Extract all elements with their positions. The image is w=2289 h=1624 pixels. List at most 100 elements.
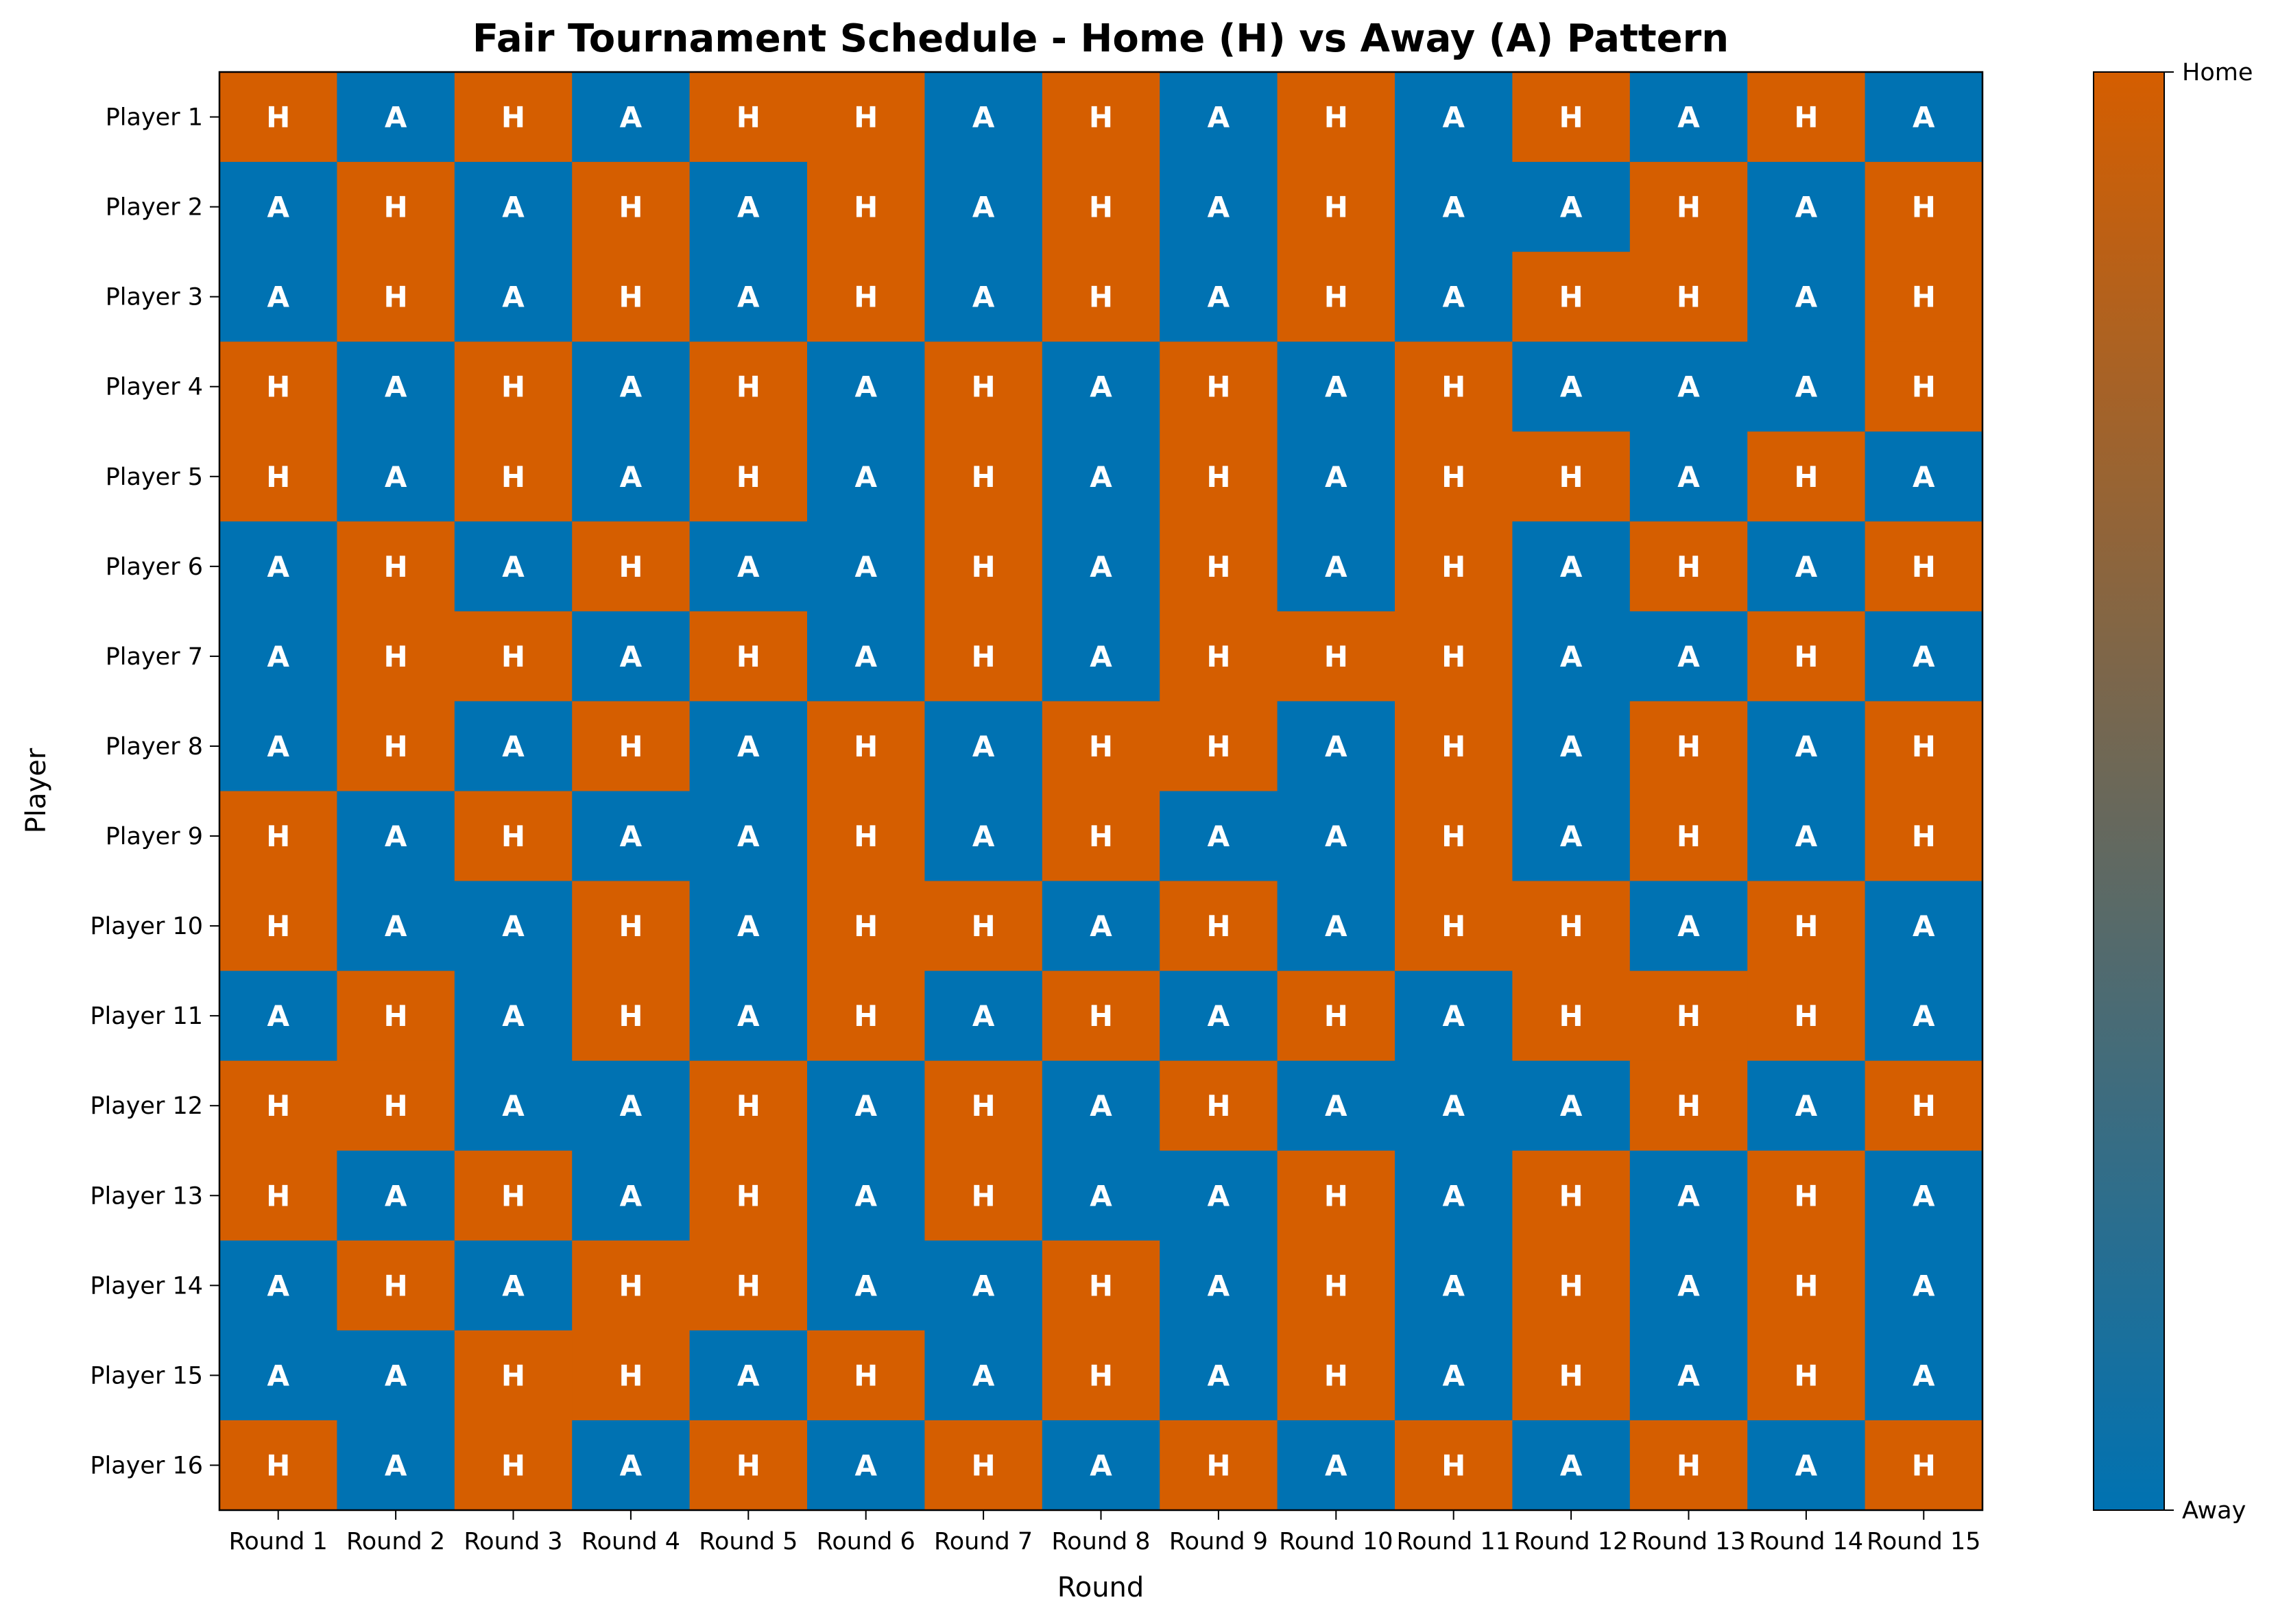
cell-label: A — [1090, 640, 1112, 673]
heatmap-cell — [1512, 1240, 1631, 1331]
heatmap-cell — [807, 431, 925, 522]
cell-label: A — [1795, 191, 1818, 224]
cell-label: A — [1795, 820, 1818, 853]
y-axis-label: Player — [21, 748, 52, 833]
heatmap-cell — [219, 611, 337, 702]
heatmap-cell — [219, 881, 337, 972]
y-tick-label: Player 14 — [90, 1272, 203, 1300]
heatmap-cell — [1277, 970, 1395, 1062]
cell-label: H — [1324, 191, 1348, 224]
heatmap-cell — [454, 1330, 573, 1421]
cell-label: H — [1677, 550, 1701, 584]
heatmap-cell — [1747, 1330, 1866, 1421]
cell-label: H — [1912, 370, 1936, 404]
heatmap-cell — [1042, 701, 1160, 792]
cell-label: A — [1325, 370, 1347, 404]
heatmap-cell — [1395, 162, 1513, 252]
heatmap-cell — [572, 1060, 691, 1151]
heatmap-cell — [1629, 1420, 1748, 1511]
cell-label: A — [1090, 1448, 1112, 1482]
heatmap-cell — [1042, 252, 1160, 342]
heatmap-cell — [1277, 521, 1395, 612]
heatmap-cell — [689, 881, 808, 972]
cell-label: A — [1442, 1179, 1465, 1213]
cell-label: H — [1559, 1179, 1583, 1213]
heatmap-cell — [1160, 791, 1278, 882]
cell-label: A — [1677, 1269, 1700, 1302]
colorbar-tick-label: Away — [2182, 1497, 2246, 1525]
x-axis: Round 1 Round 2 Round 3 Round 4 Round 5 Round… — [229, 1510, 1981, 1555]
y-tick-label: Player 9 — [106, 823, 203, 850]
heatmap-cell — [454, 791, 573, 882]
heatmap-cell — [1512, 521, 1631, 612]
heatmap-cell — [689, 431, 808, 522]
heatmap-cell — [572, 342, 691, 432]
heatmap-cell — [337, 521, 455, 612]
heatmap-cell — [1277, 1330, 1395, 1421]
cell-label: A — [1795, 1089, 1818, 1123]
heatmap-cell — [1395, 1150, 1513, 1241]
cell-label: H — [736, 1269, 760, 1302]
cell-label: H — [1206, 730, 1230, 763]
cell-label: H — [1206, 640, 1230, 673]
y-tick-label: Player 7 — [106, 643, 203, 671]
cell-label: H — [972, 1448, 996, 1482]
cell-label: A — [620, 460, 643, 494]
cell-label: A — [620, 820, 643, 853]
heatmap-cell — [1042, 1060, 1160, 1151]
cell-label: A — [1208, 1269, 1230, 1302]
cell-label: H — [1324, 1359, 1348, 1392]
heatmap-cell — [1865, 701, 1983, 792]
heatmap-cell — [1865, 611, 1983, 702]
cell-label: A — [1913, 1179, 1935, 1213]
cell-label: A — [1090, 1179, 1112, 1213]
cell-label: H — [266, 101, 290, 134]
cell-label: A — [1677, 909, 1700, 943]
heatmap-cell — [572, 701, 691, 792]
cell-label: A — [854, 1089, 877, 1123]
cell-label: A — [385, 1359, 407, 1392]
heatmap-cell — [1277, 162, 1395, 252]
heatmap-cell — [1395, 1330, 1513, 1421]
heatmap-cell — [1747, 881, 1866, 972]
cell-label: H — [1441, 640, 1465, 673]
heatmap-cell — [689, 1420, 808, 1511]
cell-label: A — [1560, 1448, 1583, 1482]
heatmap-cell — [1160, 970, 1278, 1062]
heatmap-cell — [219, 1330, 337, 1421]
cell-label: A — [502, 550, 525, 584]
cell-label: H — [972, 909, 996, 943]
heatmap-cell — [924, 162, 1043, 252]
cell-label: A — [267, 730, 289, 763]
cell-label: A — [1560, 730, 1583, 763]
heatmap-cell — [572, 881, 691, 972]
heatmap-cell — [337, 1330, 455, 1421]
heatmap-cell — [454, 521, 573, 612]
cell-label: H — [501, 1179, 525, 1213]
cell-label: H — [501, 101, 525, 134]
heatmap-cell — [1865, 1240, 1983, 1331]
cell-label: A — [737, 280, 760, 314]
cell-label: H — [619, 730, 643, 763]
cell-label: A — [1795, 1448, 1818, 1482]
heatmap-cell — [1865, 1150, 1983, 1241]
chart-title: Fair Tournament Schedule - Home (H) vs A… — [472, 16, 1729, 61]
cell-label: A — [1913, 460, 1935, 494]
heatmap-cell — [1042, 611, 1160, 702]
cell-label: H — [1441, 730, 1465, 763]
cell-label: A — [1560, 550, 1583, 584]
cell-label: H — [1089, 191, 1113, 224]
heatmap-cell — [1160, 1330, 1278, 1421]
cell-label: H — [266, 1089, 290, 1123]
cell-label: A — [267, 640, 289, 673]
y-tick-label: Player 6 — [106, 553, 203, 581]
heatmap-cell — [1629, 1150, 1748, 1241]
cell-label: A — [972, 999, 995, 1033]
colorbar-tick-label: Home — [2182, 59, 2253, 86]
cell-label: A — [1090, 1089, 1112, 1123]
cell-label: H — [1794, 1269, 1818, 1302]
heatmap-cell — [572, 1150, 691, 1241]
cell-label: H — [619, 550, 643, 584]
heatmap-cell — [1042, 1420, 1160, 1511]
heatmap-cell — [924, 431, 1043, 522]
